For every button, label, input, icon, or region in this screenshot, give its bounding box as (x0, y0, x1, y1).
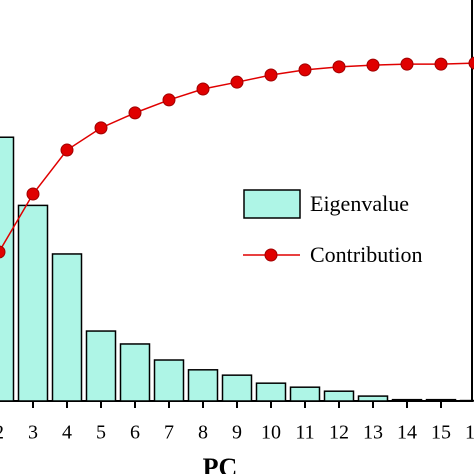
point (26, 187, 40, 201)
point (434, 57, 448, 71)
x-tick-label: 7 (164, 422, 174, 444)
bar (425, 398, 457, 402)
bar (187, 369, 219, 402)
point (162, 93, 176, 107)
x-tick-label: 9 (232, 422, 242, 444)
x-tick-label: 13 (363, 422, 383, 444)
bar (85, 330, 117, 402)
legend-label: Contribution (310, 242, 422, 267)
point (332, 60, 346, 74)
x-tick-label: 6 (130, 422, 140, 444)
lines (0, 56, 474, 259)
bar (289, 386, 321, 402)
bar (357, 395, 389, 402)
x-tick-label: 5 (96, 422, 106, 444)
x-axis-title: PC (203, 453, 238, 474)
bar (0, 136, 15, 402)
x-tick-label: 16 (465, 422, 474, 444)
legend-swatch (243, 189, 301, 219)
point (60, 143, 74, 157)
point (264, 68, 278, 82)
bar (221, 374, 253, 402)
bar (323, 390, 355, 402)
point (0, 245, 6, 259)
bar (51, 253, 83, 402)
bar (17, 204, 49, 402)
x-tick-label: 10 (261, 422, 281, 444)
x-tick-label: 12 (329, 422, 349, 444)
point (196, 82, 210, 96)
x-tick-label: 8 (198, 422, 208, 444)
x-tick-label: 15 (431, 422, 451, 444)
point (400, 57, 414, 71)
bar (153, 359, 185, 402)
legend-label: Eigenvalue (310, 191, 409, 216)
x-tick-label: 14 (397, 422, 417, 444)
line (0, 62, 474, 252)
point (128, 106, 142, 120)
point (468, 56, 474, 70)
x-tick-label: 2 (0, 422, 4, 444)
bar (255, 382, 287, 402)
point (298, 63, 312, 77)
point (230, 75, 244, 89)
legend-marker (264, 248, 278, 262)
bar (391, 398, 423, 402)
point (94, 121, 108, 135)
x-tick-label: 11 (295, 422, 314, 444)
point (366, 58, 380, 72)
x-tick-label: 3 (28, 422, 38, 444)
bars (0, 136, 474, 402)
x-tick-label: 4 (62, 422, 72, 444)
bar (119, 343, 151, 402)
